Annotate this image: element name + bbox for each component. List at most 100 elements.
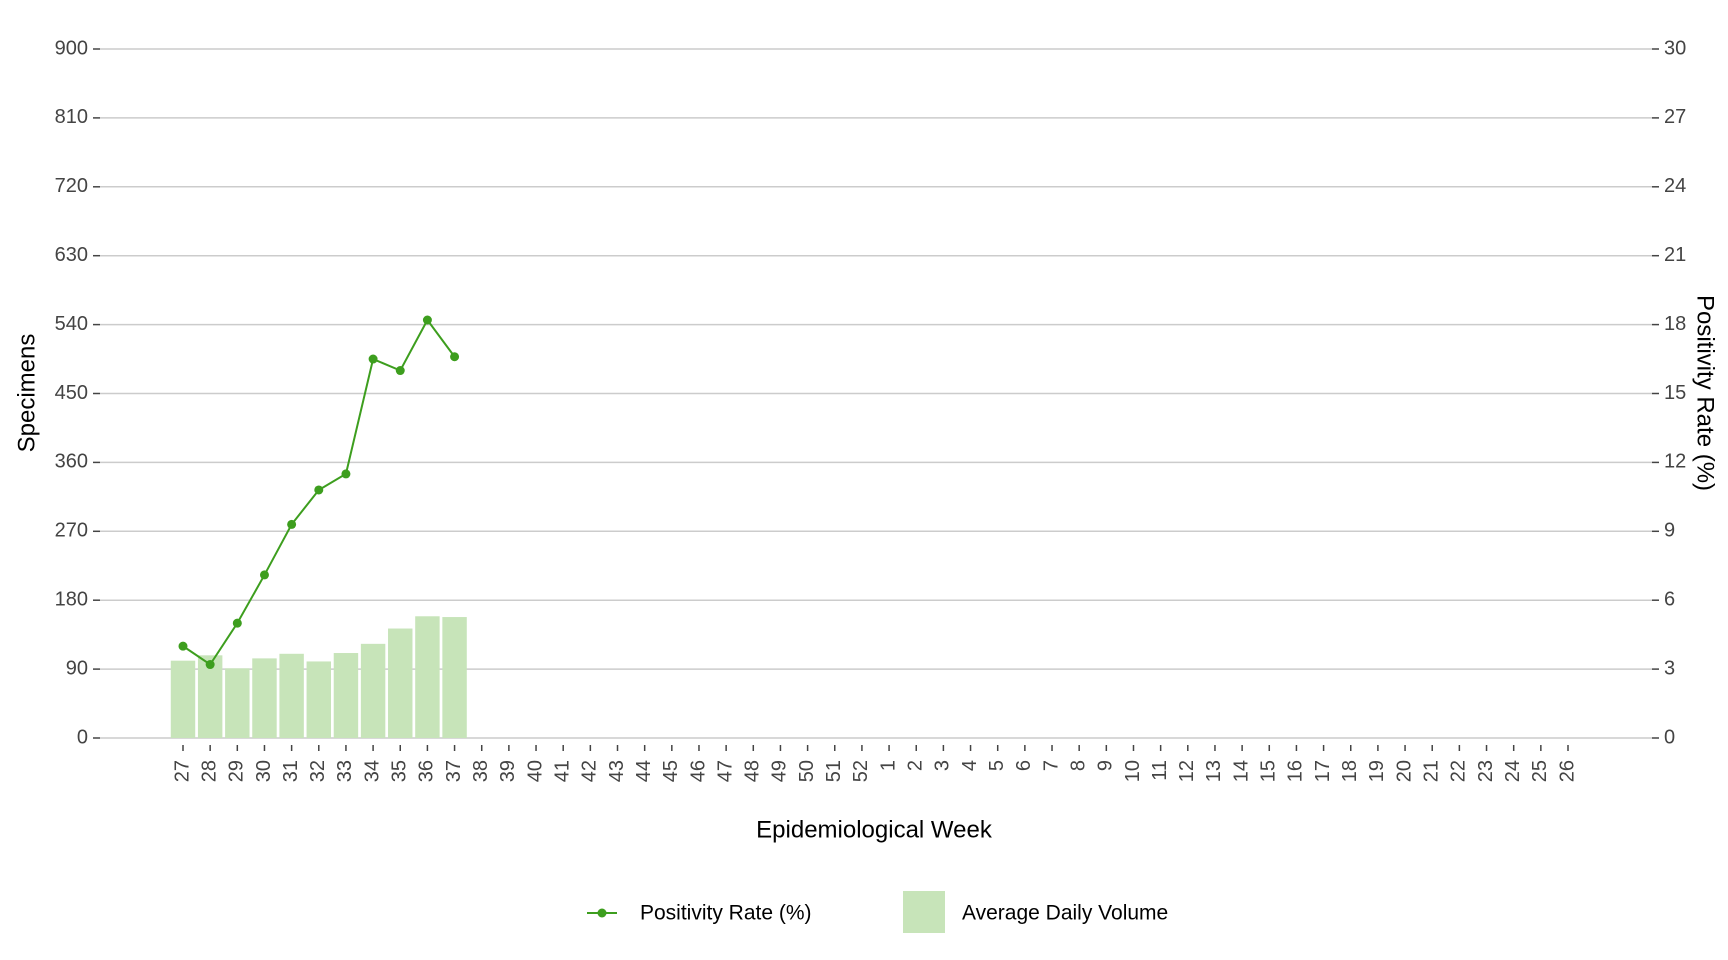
x-tick-label: 28 <box>198 760 220 782</box>
x-tick-label: 47 <box>714 760 736 782</box>
y-tick-label: 540 <box>55 313 88 335</box>
point <box>450 352 460 362</box>
x-tick-label: 35 <box>389 760 411 782</box>
legend-marker <box>597 908 607 918</box>
x-tick-label: 10 <box>1122 760 1144 782</box>
bar <box>170 660 196 738</box>
x-tick-label: 22 <box>1448 760 1470 782</box>
bar <box>197 655 223 738</box>
x-tick-label: 26 <box>1556 760 1578 782</box>
x-tick-label: 34 <box>361 760 383 782</box>
x-tick-label: 50 <box>796 760 818 782</box>
y2-tick-label: 15 <box>1664 382 1686 404</box>
y2-tick-label: 18 <box>1664 313 1686 335</box>
x-tick-label: 43 <box>606 760 628 782</box>
point <box>422 315 432 325</box>
y-tick-label: 180 <box>55 588 88 610</box>
legend-label: Positivity Rate (%) <box>640 902 812 925</box>
x-tick-label: 27 <box>171 760 193 782</box>
x-tick-label: 5 <box>986 760 1008 771</box>
x-tick-label: 17 <box>1312 760 1334 782</box>
x-tick-label: 40 <box>524 760 546 782</box>
y2-tick-label: 0 <box>1664 726 1675 748</box>
y2-tick-label: 30 <box>1664 37 1686 59</box>
x-tick-label: 49 <box>769 760 791 782</box>
x-tick-label: 42 <box>579 760 601 782</box>
x-tick-label: 51 <box>823 760 845 782</box>
x-tick-label: 45 <box>660 760 682 782</box>
y2-tick-label: 6 <box>1664 588 1675 610</box>
x-tick-label: 48 <box>742 760 764 782</box>
y-axis-title: Specimens <box>13 334 40 453</box>
x-tick-label: 7 <box>1040 760 1062 771</box>
x-tick-label: 32 <box>307 760 329 782</box>
y2-tick-label: 9 <box>1664 520 1675 542</box>
legend-label: Average Daily Volume <box>962 902 1168 925</box>
x-tick-label: 36 <box>416 760 438 782</box>
y2-axis-title: Positivity Rate (%) <box>1692 295 1719 491</box>
y-tick-label: 720 <box>55 175 88 197</box>
y-tick-label: 450 <box>55 382 88 404</box>
x-tick-label: 44 <box>633 760 655 782</box>
x-tick-label: 2 <box>905 760 927 771</box>
bar <box>306 661 332 738</box>
y-tick-label: 0 <box>77 726 88 748</box>
x-tick-label: 11 <box>1149 760 1171 781</box>
x-tick-label: 18 <box>1339 760 1361 782</box>
y2-tick-label: 24 <box>1664 175 1686 197</box>
x-tick-label: 6 <box>1013 760 1035 771</box>
point <box>232 618 242 628</box>
x-tick-label: 31 <box>280 760 302 782</box>
y2-tick-label: 3 <box>1664 657 1675 679</box>
x-tick-label: 39 <box>497 760 519 782</box>
x-tick-label: 30 <box>253 760 275 782</box>
y2-tick-label: 27 <box>1664 106 1686 128</box>
y2-tick-label: 12 <box>1664 451 1686 473</box>
x-tick-label: 38 <box>470 760 492 782</box>
x-axis-title: Epidemiological Week <box>756 816 993 843</box>
x-tick-label: 8 <box>1067 760 1089 771</box>
x-tick-label: 3 <box>932 760 954 771</box>
bar <box>279 653 304 738</box>
x-tick-label: 41 <box>551 760 573 782</box>
point <box>259 570 269 580</box>
x-tick-label: 1 <box>877 760 899 771</box>
y-tick-label: 900 <box>55 37 88 59</box>
x-tick-label: 19 <box>1366 760 1388 782</box>
y2-tick-label: 21 <box>1664 244 1686 266</box>
y-tick-label: 810 <box>55 106 88 128</box>
x-tick-label: 33 <box>334 760 356 782</box>
x-tick-label: 16 <box>1285 760 1307 782</box>
bar <box>360 643 386 738</box>
point <box>395 366 405 376</box>
x-tick-label: 46 <box>687 760 709 782</box>
x-tick-label: 21 <box>1420 760 1442 782</box>
bar <box>252 658 277 738</box>
legend-swatch <box>903 891 945 933</box>
point <box>314 485 324 495</box>
x-tick-label: 29 <box>226 760 248 782</box>
y-tick-label: 360 <box>55 451 88 473</box>
y-tick-label: 270 <box>55 520 88 542</box>
point <box>287 519 297 529</box>
bar <box>225 668 250 738</box>
x-tick-label: 37 <box>443 760 465 782</box>
x-tick-label: 20 <box>1393 760 1415 782</box>
bar <box>442 617 467 738</box>
x-tick-label: 9 <box>1095 760 1117 771</box>
x-tick-label: 12 <box>1176 760 1198 782</box>
x-tick-label: 15 <box>1258 760 1280 782</box>
bar <box>333 653 359 738</box>
y-tick-label: 630 <box>55 244 88 266</box>
point <box>178 641 188 651</box>
bar <box>388 628 413 738</box>
x-tick-label: 24 <box>1502 760 1524 782</box>
x-tick-label: 25 <box>1529 760 1551 782</box>
bar <box>415 616 440 738</box>
x-tick-label: 13 <box>1203 760 1225 782</box>
point <box>341 469 351 479</box>
x-tick-label: 4 <box>959 760 981 771</box>
x-tick-label: 14 <box>1230 760 1252 782</box>
point <box>368 354 378 364</box>
